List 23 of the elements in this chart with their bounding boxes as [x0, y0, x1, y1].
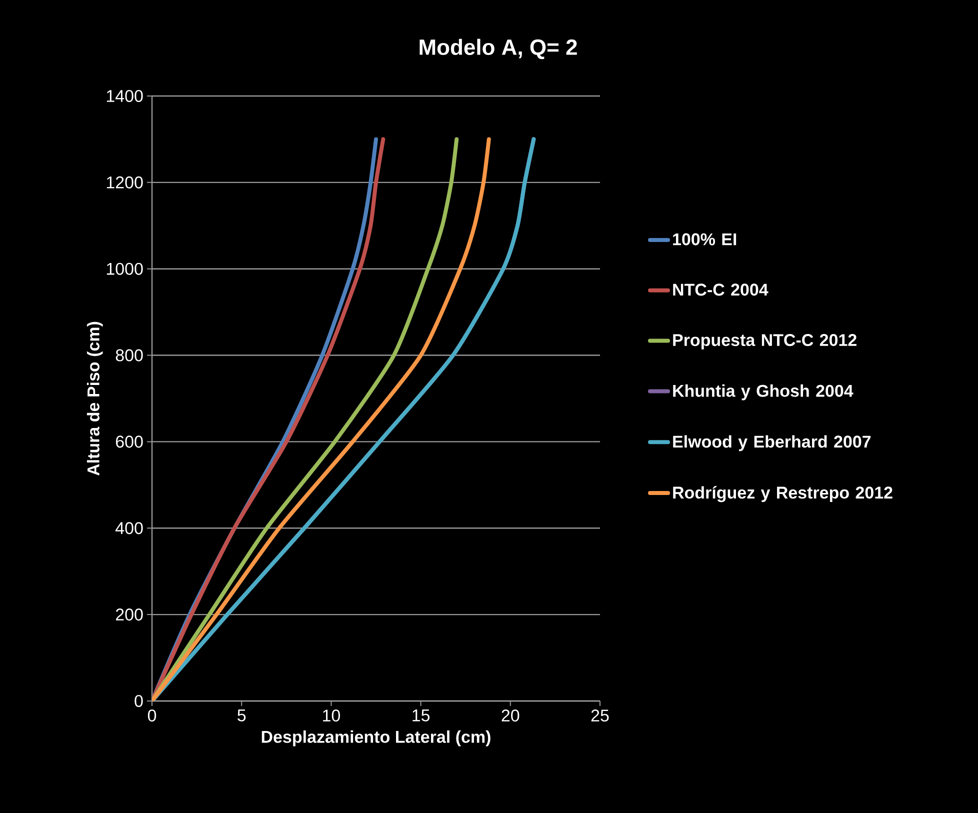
x-tick-label: 15 — [412, 710, 430, 722]
legend-label: 100% EI — [673, 233, 736, 246]
y-tick-label: 1000 — [106, 262, 143, 275]
x-axis-title: Desplazamiento Lateral (cm) — [262, 730, 490, 746]
chart-title: Modelo A, Q= 2 — [420, 38, 577, 60]
y-tick-label: 1400 — [106, 90, 143, 102]
y-tick-label: 400 — [116, 522, 143, 534]
y-tick-label: 1200 — [106, 176, 143, 188]
x-tick-label: 20 — [502, 710, 520, 722]
y-tick-label: 600 — [116, 436, 143, 448]
legend-label: NTC-C 2004 — [673, 284, 768, 296]
legend-label: Elwood y Eberhard 2007 — [673, 435, 871, 452]
y-tick-label: 200 — [116, 608, 143, 621]
x-tick-label: 10 — [323, 710, 340, 722]
x-tick-label: 5 — [238, 710, 246, 722]
legend-label: Rodríguez y Restrepo 2012 — [673, 486, 892, 502]
legend-label: Khuntia y Ghosh 2004 — [673, 384, 854, 400]
y-axis-title: Altura de Piso (cm) — [86, 322, 103, 476]
x-tick-label: 0 — [148, 710, 156, 722]
legend-label: Propuesta NTC-C 2012 — [673, 334, 856, 350]
y-tick-label: 800 — [116, 349, 143, 362]
y-tick-label: 0 — [134, 694, 143, 708]
x-tick-label: 25 — [591, 710, 609, 722]
